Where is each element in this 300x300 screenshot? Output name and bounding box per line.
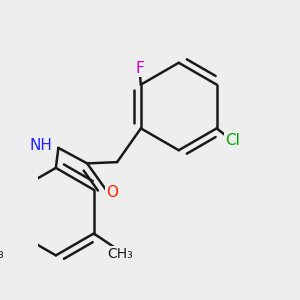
Text: F: F xyxy=(135,61,144,76)
Text: NH: NH xyxy=(29,138,52,153)
Text: O: O xyxy=(106,185,118,200)
Text: CH₃: CH₃ xyxy=(108,247,134,261)
Text: CH₃: CH₃ xyxy=(0,247,4,261)
Text: Cl: Cl xyxy=(225,134,240,148)
